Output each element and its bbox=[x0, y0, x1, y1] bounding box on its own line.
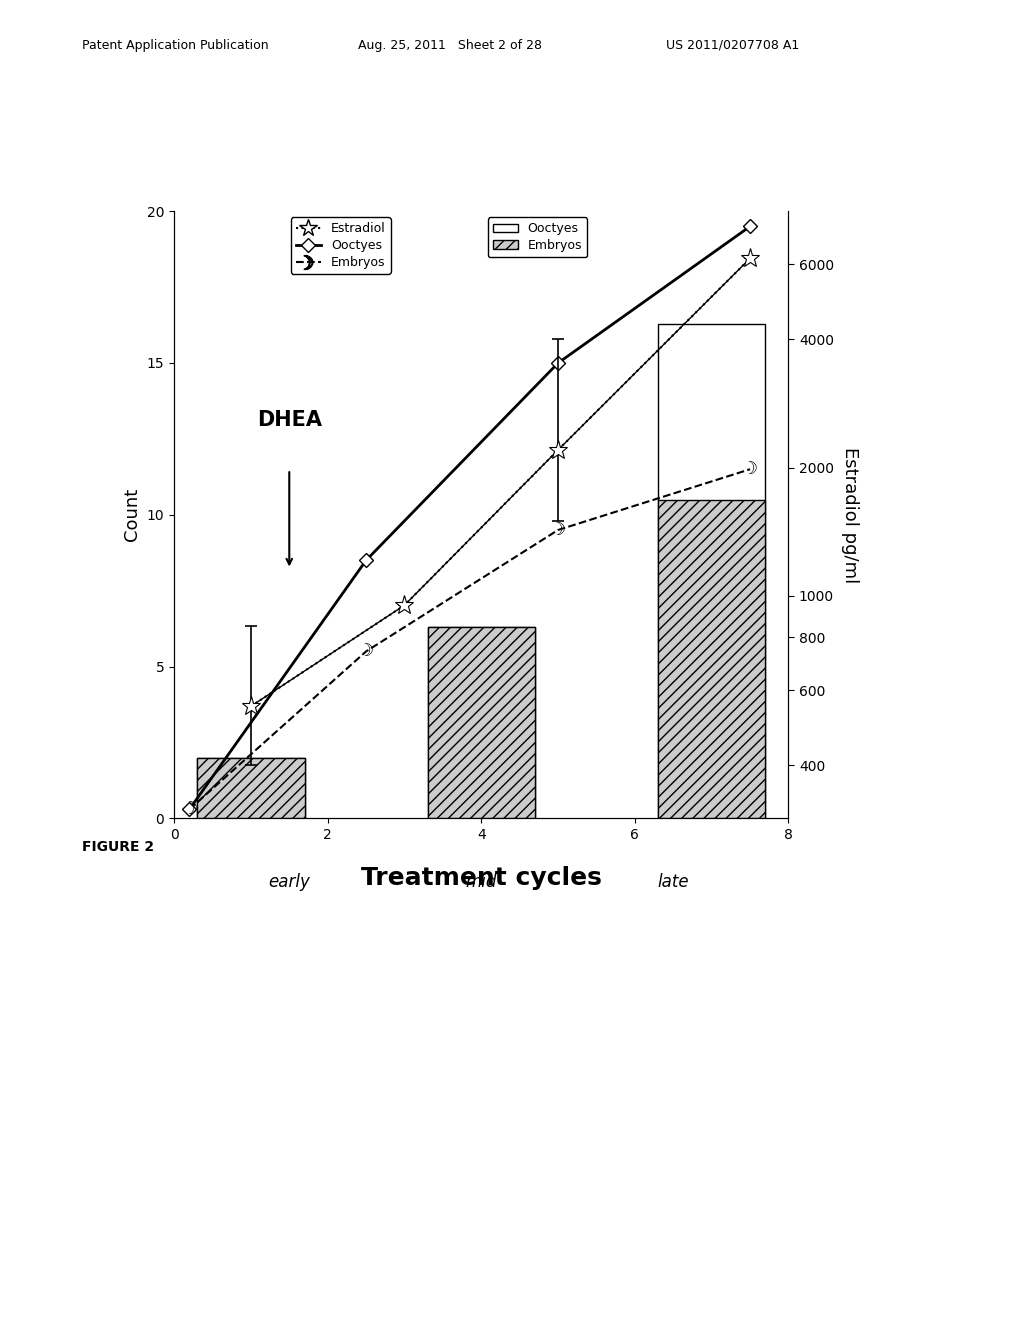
Bar bbox=[657, 499, 765, 818]
Text: late: late bbox=[657, 873, 689, 891]
Text: Treatment cycles: Treatment cycles bbox=[360, 866, 602, 890]
Text: DHEA: DHEA bbox=[257, 409, 322, 430]
Bar bbox=[428, 627, 535, 818]
Text: ☽: ☽ bbox=[181, 800, 198, 818]
Text: early: early bbox=[268, 873, 310, 891]
Text: ☽: ☽ bbox=[742, 461, 758, 478]
Text: ☽: ☽ bbox=[358, 643, 374, 660]
Bar bbox=[657, 323, 765, 818]
Y-axis label: Count: Count bbox=[123, 488, 141, 541]
Text: mid: mid bbox=[466, 873, 497, 891]
Text: ☽: ☽ bbox=[550, 521, 566, 539]
Bar bbox=[197, 758, 305, 818]
Legend: Ooctyes, Embryos: Ooctyes, Embryos bbox=[487, 218, 587, 257]
Bar bbox=[197, 758, 305, 818]
Bar bbox=[428, 627, 535, 818]
Text: FIGURE 2: FIGURE 2 bbox=[82, 841, 154, 854]
Text: Aug. 25, 2011   Sheet 2 of 28: Aug. 25, 2011 Sheet 2 of 28 bbox=[358, 38, 543, 51]
Text: US 2011/0207708 A1: US 2011/0207708 A1 bbox=[666, 38, 799, 51]
Y-axis label: Estradiol pg/ml: Estradiol pg/ml bbox=[841, 446, 859, 583]
Text: Patent Application Publication: Patent Application Publication bbox=[82, 38, 268, 51]
